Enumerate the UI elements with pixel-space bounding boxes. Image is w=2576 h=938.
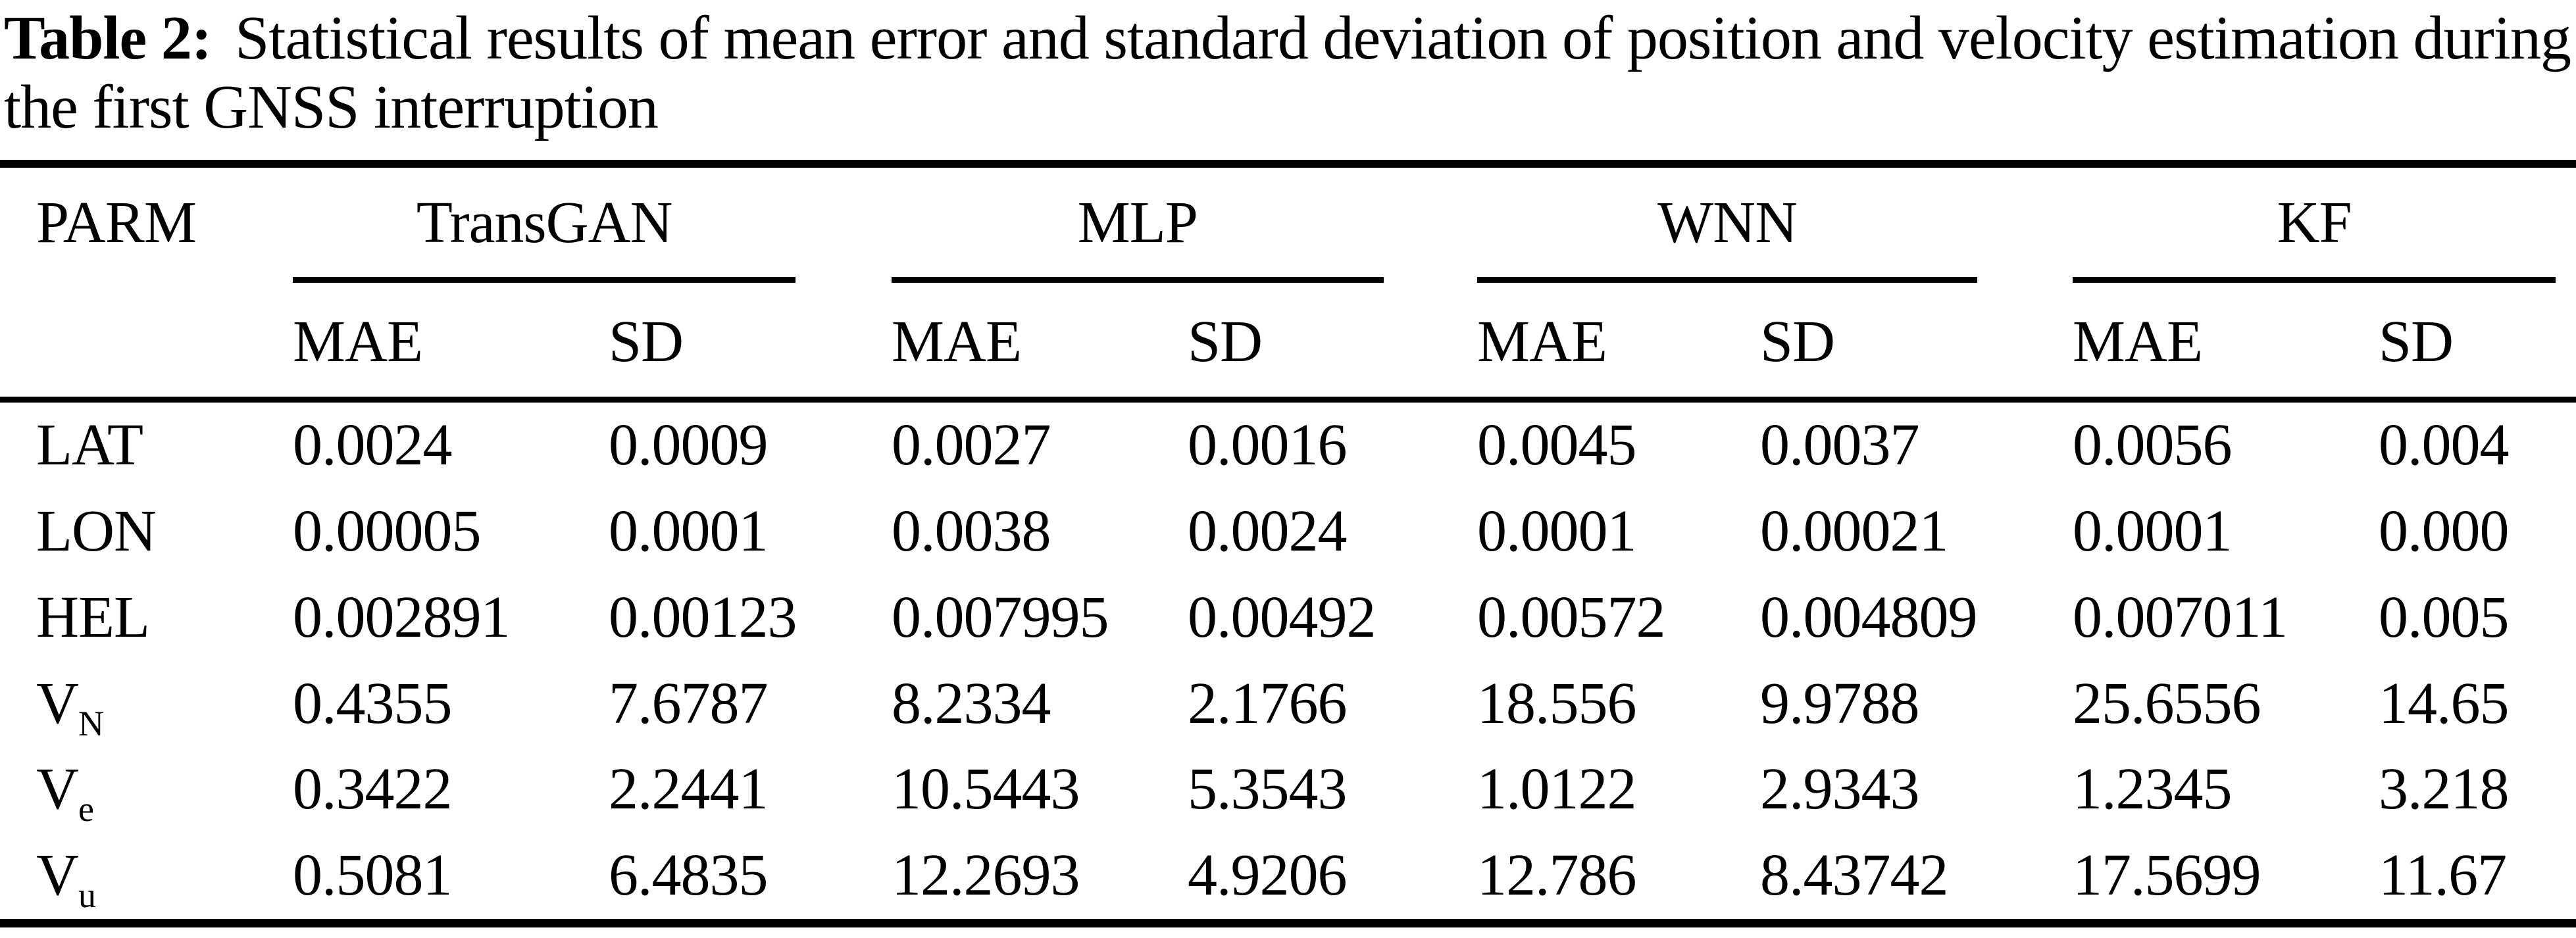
value-cell: 0.005: [2379, 584, 2510, 650]
row-param-label: HEL: [0, 575, 293, 661]
header-row-groups: PARM TransGAN MLP WNN KF: [0, 163, 2576, 403]
table-row-vu: Vu 0.5081 6.4835 12.2693 4.9206 12.786 8…: [0, 833, 2576, 923]
value-cell: 0.5081: [293, 843, 453, 908]
param-text: V: [36, 670, 79, 736]
value-cell: 0.0045: [1477, 412, 1637, 478]
row-param-label: Ve: [0, 747, 293, 833]
row-param-label: LON: [0, 489, 293, 575]
row-param-label: VN: [0, 661, 293, 747]
param-text: V: [36, 756, 79, 822]
col-subheader-mae-kf: MAE: [2073, 283, 2379, 403]
value-cell: 3.218: [2379, 756, 2510, 822]
col-subheader-mae-transgan: MAE: [293, 283, 609, 403]
value-cell: 1.0122: [1477, 756, 1637, 822]
value-cell: 18.556: [1477, 670, 1637, 736]
row-param-label: LAT: [0, 400, 293, 489]
group-header-wnn: WNN: [1477, 164, 2073, 284]
value-cell: 0.0001: [1477, 498, 1637, 564]
value-cell: 0.00123: [609, 584, 797, 650]
table-row-lon: LON 0.00005 0.0001 0.0038 0.0024 0.0001 …: [0, 489, 2576, 575]
value-cell: 0.004809: [1760, 584, 1978, 650]
table-row-hel: HEL 0.002891 0.00123 0.007995 0.00492 0.…: [0, 575, 2576, 661]
value-cell: 0.0027: [892, 412, 1051, 478]
col-header-parm: PARM: [0, 163, 293, 403]
group-header-rule: [892, 277, 1384, 284]
row-param-label: Vu: [0, 833, 293, 923]
group-header-label: TransGAN: [416, 189, 673, 255]
value-cell: 0.0001: [2073, 498, 2233, 564]
param-text: V: [36, 843, 79, 908]
value-cell: 0.004: [2379, 412, 2510, 478]
value-cell: 12.786: [1477, 843, 1637, 908]
col-subheader-sd-mlp: SD: [1188, 283, 1477, 403]
param-subscript: e: [78, 789, 94, 829]
table-row-ve: Ve 0.3422 2.2441 10.5443 5.3543 1.0122 2…: [0, 747, 2576, 833]
col-subheader-mae-wnn: MAE: [1477, 283, 1760, 403]
group-header-label: MLP: [1077, 189, 1198, 255]
group-header-rule: [293, 277, 796, 284]
group-header-transgan: TransGAN: [293, 164, 892, 284]
group-header-mlp: MLP: [892, 164, 1477, 284]
group-header-label: KF: [2277, 189, 2352, 255]
value-cell: 0.0024: [1188, 498, 1348, 564]
param-text: HEL: [36, 584, 150, 650]
value-cell: 2.2441: [609, 756, 769, 822]
value-cell: 7.6787: [609, 670, 769, 736]
table-row-lat: LAT 0.0024 0.0009 0.0027 0.0016 0.0045 0…: [0, 400, 2576, 489]
value-cell: 11.67: [2379, 843, 2507, 908]
value-cell: 0.007011: [2073, 584, 2288, 650]
col-subheader-sd-wnn: SD: [1760, 283, 2073, 403]
col-subheader-sd-transgan: SD: [609, 283, 892, 403]
value-cell: 25.6556: [2073, 670, 2261, 736]
value-cell: 0.00021: [1760, 498, 1949, 564]
value-cell: 4.9206: [1188, 843, 1348, 908]
value-cell: 0.002891: [293, 584, 511, 650]
value-cell: 8.43742: [1760, 843, 1949, 908]
value-cell: 8.2334: [892, 670, 1051, 736]
group-header-rule: [1477, 277, 1978, 284]
group-header-kf: KF: [2073, 164, 2576, 284]
param-subscript: u: [78, 876, 96, 916]
value-cell: 2.9343: [1760, 756, 1920, 822]
value-cell: 17.5699: [2073, 843, 2261, 908]
value-cell: 2.1766: [1188, 670, 1348, 736]
value-cell: 0.0038: [892, 498, 1051, 564]
value-cell: 5.3543: [1188, 756, 1348, 822]
value-cell: 12.2693: [892, 843, 1080, 908]
table-caption: Table 2: Statistical results of mean erro…: [0, 0, 2576, 143]
value-cell: 9.9788: [1760, 670, 1920, 736]
value-cell: 0.0016: [1188, 412, 1348, 478]
value-cell: 0.0009: [609, 412, 769, 478]
table-caption-label: Table 2:: [4, 4, 212, 72]
header-row-subcolumns: MAE SD MAE SD MAE SD MAE SD: [0, 283, 2576, 403]
value-cell: 0.00492: [1188, 584, 1376, 650]
value-cell: 6.4835: [609, 843, 769, 908]
table-row-vn: VN 0.4355 7.6787 8.2334 2.1766 18.556 9.…: [0, 661, 2576, 747]
value-cell: 0.0037: [1760, 412, 1920, 478]
value-cell: 0.007995: [892, 584, 1109, 650]
param-subscript: N: [78, 703, 104, 743]
value-cell: 0.3422: [293, 756, 453, 822]
value-cell: 1.2345: [2073, 756, 2233, 822]
col-subheader-sd-kf: SD: [2379, 283, 2576, 403]
param-text: LON: [36, 498, 157, 564]
value-cell: 10.5443: [892, 756, 1080, 822]
value-cell: 0.0024: [293, 412, 453, 478]
table-caption-text: Statistical results of mean error and st…: [4, 4, 2571, 142]
value-cell: 0.0001: [609, 498, 769, 564]
group-header-label: WNN: [1657, 189, 1798, 255]
value-cell: 0.00572: [1477, 584, 1666, 650]
col-subheader-mae-mlp: MAE: [892, 283, 1188, 403]
value-cell: 0.4355: [293, 670, 453, 736]
value-cell: 0.00005: [293, 498, 482, 564]
param-text: LAT: [36, 412, 143, 478]
group-header-rule: [2073, 277, 2556, 284]
value-cell: 0.000: [2379, 498, 2510, 564]
value-cell: 0.0056: [2073, 412, 2233, 478]
results-table: PARM TransGAN MLP WNN KF: [0, 159, 2576, 927]
value-cell: 14.65: [2379, 670, 2510, 736]
